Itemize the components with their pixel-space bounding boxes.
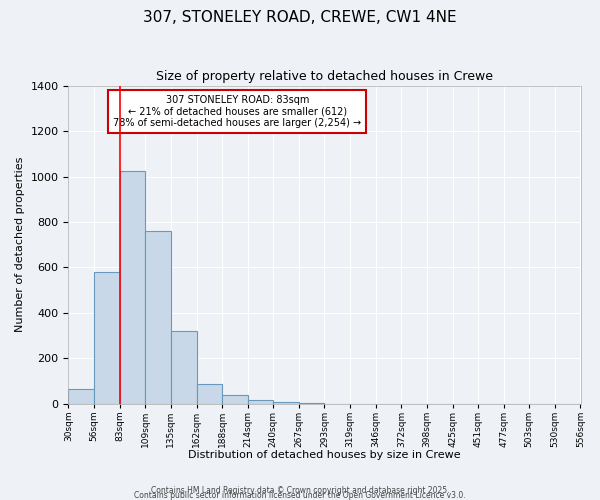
Bar — [248, 400, 273, 404]
Text: 307, STONELEY ROAD, CREWE, CW1 4NE: 307, STONELEY ROAD, CREWE, CW1 4NE — [143, 10, 457, 25]
Text: 307 STONELEY ROAD: 83sqm
← 21% of detached houses are smaller (612)
78% of semi-: 307 STONELEY ROAD: 83sqm ← 21% of detach… — [113, 95, 361, 128]
Y-axis label: Number of detached properties: Number of detached properties — [15, 157, 25, 332]
Bar — [170, 331, 197, 404]
Bar — [299, 403, 325, 404]
Bar — [145, 231, 170, 404]
Text: Contains HM Land Registry data © Crown copyright and database right 2025.: Contains HM Land Registry data © Crown c… — [151, 486, 449, 495]
Bar — [197, 384, 222, 404]
Text: Contains public sector information licensed under the Open Government Licence v3: Contains public sector information licen… — [134, 491, 466, 500]
Bar — [94, 272, 120, 404]
Bar — [68, 389, 94, 404]
Title: Size of property relative to detached houses in Crewe: Size of property relative to detached ho… — [156, 70, 493, 83]
X-axis label: Distribution of detached houses by size in Crewe: Distribution of detached houses by size … — [188, 450, 461, 460]
Bar — [273, 402, 299, 404]
Bar — [120, 171, 145, 404]
Bar — [222, 396, 248, 404]
